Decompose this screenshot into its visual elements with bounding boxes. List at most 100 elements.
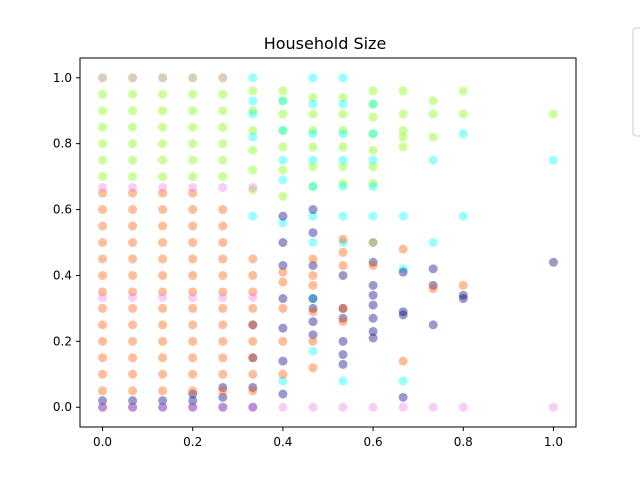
data-point [338, 303, 348, 313]
data-point [218, 303, 228, 313]
data-point [128, 238, 138, 247]
data-point [428, 280, 438, 290]
data-point [218, 122, 228, 132]
data-point [128, 293, 138, 303]
data-point [98, 396, 108, 406]
data-point [548, 155, 558, 165]
data-point [128, 139, 138, 149]
series-4 [98, 73, 558, 412]
x-tick-label: 1.0 [544, 435, 563, 449]
data-point [158, 182, 168, 192]
data-point [308, 109, 318, 119]
data-point [248, 185, 258, 195]
data-point [428, 155, 438, 165]
data-point [338, 313, 348, 323]
data-point [248, 303, 258, 313]
data-point [368, 112, 378, 122]
data-point [398, 392, 408, 402]
data-point [338, 129, 348, 139]
data-point [188, 293, 198, 303]
data-point [218, 353, 228, 363]
data-point [248, 369, 258, 379]
data-point [98, 320, 108, 330]
data-point [188, 106, 198, 116]
data-point [278, 86, 288, 96]
data-point [308, 205, 318, 215]
data-point [428, 238, 438, 247]
data-point [98, 369, 108, 379]
data-point [128, 402, 138, 412]
data-point [218, 386, 228, 396]
data-point [158, 155, 168, 165]
data-point [158, 293, 168, 303]
data-point [158, 254, 168, 264]
data-point [338, 234, 348, 244]
data-point [278, 389, 288, 399]
data-point [98, 386, 108, 396]
data-point [188, 182, 198, 192]
data-point [248, 320, 258, 330]
data-point [338, 178, 348, 188]
data-point [218, 270, 228, 280]
data-point [128, 336, 138, 346]
data-point [338, 73, 348, 83]
data-point [128, 73, 138, 83]
data-point [98, 303, 108, 313]
series-0 [98, 73, 558, 201]
data-point [368, 86, 378, 96]
data-point [308, 211, 318, 221]
x-tick-label: 0.2 [183, 435, 202, 449]
data-point [248, 125, 258, 135]
data-point [158, 205, 168, 215]
data-point [338, 109, 348, 119]
data-point [548, 402, 558, 412]
data-point [368, 181, 378, 191]
data-point [398, 109, 408, 119]
data-point [308, 402, 318, 412]
data-point [128, 369, 138, 379]
data-point [218, 182, 228, 192]
data-point [188, 89, 198, 99]
data-point [368, 129, 378, 139]
data-point [128, 188, 138, 198]
data-point [188, 172, 198, 182]
data-point [248, 287, 258, 297]
data-point [308, 155, 318, 165]
data-point [338, 317, 348, 327]
data-point [458, 402, 468, 412]
data-point [428, 320, 438, 330]
data-point [188, 205, 198, 215]
data-point [128, 172, 138, 182]
data-point [98, 254, 108, 264]
data-point [458, 211, 468, 221]
data-point [368, 129, 378, 139]
data-point [278, 125, 288, 135]
data-point [398, 267, 408, 277]
data-point [398, 264, 408, 274]
data-point [338, 99, 348, 109]
data-point [218, 89, 228, 99]
data-point [128, 270, 138, 280]
data-point [368, 313, 378, 323]
data-point [398, 211, 408, 221]
data-point [338, 261, 348, 271]
data-point [368, 178, 378, 188]
y-tick-label: 0.2 [53, 334, 72, 348]
data-point [338, 270, 348, 280]
data-point [248, 270, 258, 280]
data-point [308, 303, 318, 313]
data-point [368, 145, 378, 155]
data-point [248, 96, 258, 106]
data-point [218, 382, 228, 392]
data-point [338, 93, 348, 103]
data-point [188, 353, 198, 363]
data-point [218, 320, 228, 330]
data-point [278, 356, 288, 366]
data-point [248, 211, 258, 221]
data-point [368, 257, 378, 267]
y-tick-label: 0.8 [53, 137, 72, 151]
data-point [338, 181, 348, 191]
y-tick-label: 1.0 [53, 71, 72, 85]
data-point [368, 290, 378, 300]
data-point [248, 132, 258, 142]
